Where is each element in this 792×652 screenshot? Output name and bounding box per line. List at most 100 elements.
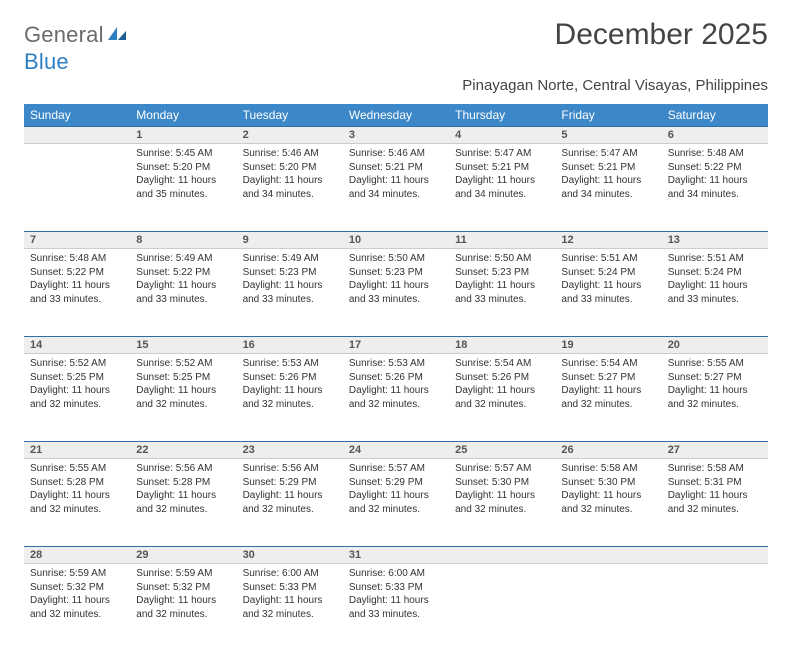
day-number-cell: 26 [555,442,661,459]
sunrise-line: Sunrise: 5:55 AM [668,357,762,371]
daylight-line-2: and 33 minutes. [668,293,762,307]
daylight-line-1: Daylight: 11 hours [455,384,549,398]
day-content-cell: Sunrise: 5:59 AMSunset: 5:32 PMDaylight:… [130,564,236,652]
day-content-cell [555,564,661,652]
day-content-cell: Sunrise: 5:54 AMSunset: 5:27 PMDaylight:… [555,354,661,442]
daylight-line-2: and 32 minutes. [136,608,230,622]
daylight-line-2: and 32 minutes. [561,398,655,412]
daylight-line-1: Daylight: 11 hours [30,594,124,608]
sunrise-line: Sunrise: 5:53 AM [349,357,443,371]
daylight-line-1: Daylight: 11 hours [243,384,337,398]
daylight-line-1: Daylight: 11 hours [561,489,655,503]
sunset-line: Sunset: 5:30 PM [561,476,655,490]
day-number-cell: 13 [662,232,768,249]
day-number-cell: 8 [130,232,236,249]
daynum-row: 21222324252627 [24,442,768,459]
sunrise-line: Sunrise: 5:49 AM [243,252,337,266]
day-content-cell: Sunrise: 5:55 AMSunset: 5:27 PMDaylight:… [662,354,768,442]
daylight-line-1: Daylight: 11 hours [136,174,230,188]
daylight-line-1: Daylight: 11 hours [243,489,337,503]
daylight-line-2: and 33 minutes. [561,293,655,307]
daylight-line-2: and 32 minutes. [243,503,337,517]
day-number-cell: 7 [24,232,130,249]
daylight-line-1: Daylight: 11 hours [136,279,230,293]
daylight-line-2: and 32 minutes. [136,503,230,517]
daylight-line-1: Daylight: 11 hours [561,384,655,398]
sunrise-line: Sunrise: 5:58 AM [668,462,762,476]
day-content-cell: Sunrise: 5:57 AMSunset: 5:30 PMDaylight:… [449,459,555,547]
day-number-cell: 3 [343,127,449,144]
sunrise-line: Sunrise: 5:55 AM [30,462,124,476]
day-number-cell: 15 [130,337,236,354]
sunset-line: Sunset: 5:32 PM [136,581,230,595]
daylight-line-1: Daylight: 11 hours [349,489,443,503]
day-content-cell: Sunrise: 5:52 AMSunset: 5:25 PMDaylight:… [24,354,130,442]
sunrise-line: Sunrise: 5:57 AM [455,462,549,476]
daylight-line-1: Daylight: 11 hours [30,384,124,398]
day-content-cell: Sunrise: 5:47 AMSunset: 5:21 PMDaylight:… [555,144,661,232]
day-content-cell [449,564,555,652]
day-number-cell [555,547,661,564]
daylight-line-2: and 32 minutes. [243,608,337,622]
daylight-line-1: Daylight: 11 hours [349,594,443,608]
day-content-cell: Sunrise: 5:54 AMSunset: 5:26 PMDaylight:… [449,354,555,442]
sunrise-line: Sunrise: 5:45 AM [136,147,230,161]
day-number-cell: 23 [237,442,343,459]
daylight-line-1: Daylight: 11 hours [243,594,337,608]
day-content-cell: Sunrise: 5:57 AMSunset: 5:29 PMDaylight:… [343,459,449,547]
sunrise-line: Sunrise: 5:57 AM [349,462,443,476]
daylight-line-1: Daylight: 11 hours [561,174,655,188]
sunset-line: Sunset: 5:21 PM [349,161,443,175]
sunset-line: Sunset: 5:23 PM [455,266,549,280]
daylight-line-2: and 33 minutes. [30,293,124,307]
daylight-line-1: Daylight: 11 hours [243,174,337,188]
daylight-line-1: Daylight: 11 hours [136,384,230,398]
sunset-line: Sunset: 5:33 PM [349,581,443,595]
daylight-line-2: and 34 minutes. [349,188,443,202]
day-content-cell: Sunrise: 5:45 AMSunset: 5:20 PMDaylight:… [130,144,236,232]
logo-text-gray: General [24,22,104,47]
sunset-line: Sunset: 5:24 PM [561,266,655,280]
daylight-line-2: and 32 minutes. [561,503,655,517]
logo: GeneralBlue [24,18,128,75]
daylight-line-2: and 32 minutes. [349,398,443,412]
day-content-cell: Sunrise: 5:56 AMSunset: 5:29 PMDaylight:… [237,459,343,547]
day-number-cell: 31 [343,547,449,564]
daynum-row: 78910111213 [24,232,768,249]
day-number-cell: 24 [343,442,449,459]
day-content-cell: Sunrise: 5:50 AMSunset: 5:23 PMDaylight:… [343,249,449,337]
day-content-cell: Sunrise: 5:55 AMSunset: 5:28 PMDaylight:… [24,459,130,547]
daylight-line-2: and 34 minutes. [668,188,762,202]
daylight-line-2: and 32 minutes. [136,398,230,412]
daylight-line-2: and 33 minutes. [243,293,337,307]
daylight-line-2: and 32 minutes. [30,398,124,412]
sunset-line: Sunset: 5:27 PM [561,371,655,385]
day-number-cell [662,547,768,564]
sunrise-line: Sunrise: 5:59 AM [30,567,124,581]
daylight-line-2: and 32 minutes. [349,503,443,517]
day-content-cell: Sunrise: 5:51 AMSunset: 5:24 PMDaylight:… [555,249,661,337]
daylight-line-2: and 34 minutes. [561,188,655,202]
daylight-line-1: Daylight: 11 hours [243,279,337,293]
sunset-line: Sunset: 5:29 PM [349,476,443,490]
sunrise-line: Sunrise: 5:56 AM [243,462,337,476]
sunset-line: Sunset: 5:21 PM [455,161,549,175]
day-number-cell: 25 [449,442,555,459]
sunrise-line: Sunrise: 5:49 AM [136,252,230,266]
page-subtitle: Pinayagan Norte, Central Visayas, Philip… [24,77,768,94]
sunset-line: Sunset: 5:32 PM [30,581,124,595]
sunset-line: Sunset: 5:21 PM [561,161,655,175]
sunrise-line: Sunrise: 5:48 AM [668,147,762,161]
daylight-line-1: Daylight: 11 hours [668,489,762,503]
sunset-line: Sunset: 5:28 PM [136,476,230,490]
daylight-line-1: Daylight: 11 hours [455,174,549,188]
sunset-line: Sunset: 5:29 PM [243,476,337,490]
daylight-line-1: Daylight: 11 hours [349,174,443,188]
day-content-cell: Sunrise: 5:52 AMSunset: 5:25 PMDaylight:… [130,354,236,442]
daynum-row: 28293031 [24,547,768,564]
sunset-line: Sunset: 5:20 PM [136,161,230,175]
daylight-line-1: Daylight: 11 hours [668,174,762,188]
logo-text: GeneralBlue [24,22,128,75]
daylight-line-2: and 32 minutes. [30,503,124,517]
daylight-line-2: and 32 minutes. [455,398,549,412]
